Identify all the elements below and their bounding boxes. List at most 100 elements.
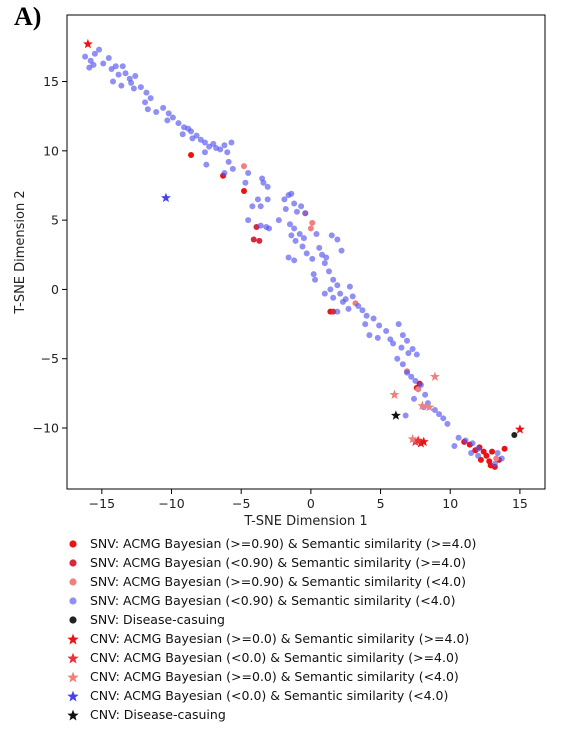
panel-label: A): [14, 2, 42, 31]
series-9: [390, 410, 401, 420]
circle-point: [91, 50, 98, 57]
legend-star-marker: [62, 651, 84, 665]
circle-point: [201, 149, 208, 156]
circle-point: [188, 151, 195, 158]
legend-item: CNV: ACMG Bayesian (>=0.0) & Semantic si…: [62, 667, 476, 686]
circle-point: [291, 225, 298, 232]
circle-point: [374, 334, 381, 341]
legend-label: CNV: ACMG Bayesian (>=0.0) & Semantic si…: [90, 631, 470, 646]
circle-point: [337, 290, 344, 297]
circle-point: [330, 308, 337, 315]
circle-point: [264, 183, 271, 190]
legend-label: CNV: Disease-casuing: [90, 707, 226, 722]
circle-point: [153, 109, 160, 116]
circle-point: [285, 254, 292, 261]
circle-point: [309, 255, 316, 262]
circle-point: [175, 120, 182, 127]
star-point: [390, 410, 401, 420]
circle-point: [312, 276, 319, 283]
circle-point: [254, 196, 261, 203]
circle-point: [309, 219, 316, 226]
circle-point: [286, 221, 293, 228]
legend-label: SNV: ACMG Bayesian (<0.90) & Semantic si…: [90, 593, 456, 608]
circle-point: [475, 445, 482, 452]
circle-point: [475, 452, 482, 459]
y-tick-label: 5: [51, 213, 59, 228]
y-tick-label: −5: [41, 351, 59, 366]
circle-point: [417, 382, 424, 389]
y-tick-label: 0: [51, 282, 59, 297]
circle-point: [302, 210, 309, 217]
y-tick-label: −10: [33, 421, 59, 436]
circle-point: [100, 60, 107, 67]
legend-circle-marker: [62, 594, 84, 608]
circle-point: [334, 282, 341, 289]
circle-point: [346, 283, 353, 290]
circle-point: [96, 46, 103, 53]
legend-item: SNV: ACMG Bayesian (>=0.90) & Semantic s…: [62, 572, 476, 591]
star-point: [417, 400, 428, 411]
circle-point: [144, 106, 151, 113]
circle-point: [296, 230, 303, 237]
circle-point: [86, 64, 93, 71]
circle-point: [310, 271, 317, 278]
circle-point: [300, 235, 307, 242]
x-tick-label: 0: [307, 496, 315, 511]
circle-point: [217, 146, 224, 153]
circle-point: [493, 455, 500, 462]
circle-point: [229, 165, 236, 172]
circle-point: [264, 196, 271, 203]
circle-point: [221, 142, 228, 149]
star-point: [82, 38, 93, 49]
circle-point: [292, 237, 299, 244]
circle-point: [260, 179, 267, 186]
legend-label: CNV: ACMG Bayesian (<0.0) & Semantic sim…: [90, 650, 459, 665]
star-point: [418, 436, 429, 447]
circle-point: [349, 293, 356, 300]
circle-point: [330, 294, 337, 301]
circle-point: [345, 305, 352, 312]
legend-item: SNV: Disease-casuing: [62, 610, 476, 629]
axis-ticks: −15 −10 −5 0 5 10 15 −10 −5 0 5 10 15: [33, 74, 528, 511]
legend-label: SNV: ACMG Bayesian (>=0.90) & Semantic s…: [90, 536, 477, 551]
circle-point: [228, 139, 235, 146]
circle-point: [132, 72, 139, 79]
circle-point: [363, 312, 370, 319]
star-point: [424, 402, 435, 412]
circle-point: [257, 203, 264, 210]
circle-point: [201, 139, 208, 146]
circle-point: [511, 431, 518, 438]
circle-point: [431, 407, 438, 413]
star-point: [389, 389, 400, 399]
circle-point: [451, 443, 458, 450]
circle-point: [288, 190, 295, 197]
circle-point: [137, 84, 144, 91]
circle-point: [112, 63, 119, 70]
circle-point: [355, 303, 362, 310]
circle-point: [498, 455, 505, 462]
x-tick-label: −10: [158, 496, 184, 511]
circle-point: [281, 196, 288, 203]
legend-label: CNV: ACMG Bayesian (>=0.0) & Semantic si…: [90, 669, 459, 684]
circle-point: [501, 445, 508, 452]
circle-point: [164, 117, 171, 124]
circle-point: [440, 415, 447, 422]
legend-item: CNV: Disease-casuing: [62, 705, 476, 724]
circle-point: [119, 63, 126, 70]
circle-point: [399, 361, 406, 368]
circle-point: [240, 163, 247, 170]
circle-point: [399, 332, 406, 339]
star-point: [413, 435, 424, 445]
legend-item: SNV: ACMG Bayesian (>=0.90) & Semantic s…: [62, 534, 476, 553]
circle-point: [334, 236, 341, 243]
circle-point: [193, 132, 200, 139]
circle-point: [394, 355, 401, 362]
circle-point: [339, 298, 346, 305]
series-2: [240, 163, 500, 462]
legend-item: CNV: ACMG Bayesian (<0.0) & Semantic sim…: [62, 648, 476, 667]
circle-point: [249, 203, 256, 210]
circle-point: [483, 452, 490, 459]
circle-point: [240, 188, 247, 195]
legend-circle-marker: [62, 537, 84, 551]
star-point: [429, 371, 440, 381]
